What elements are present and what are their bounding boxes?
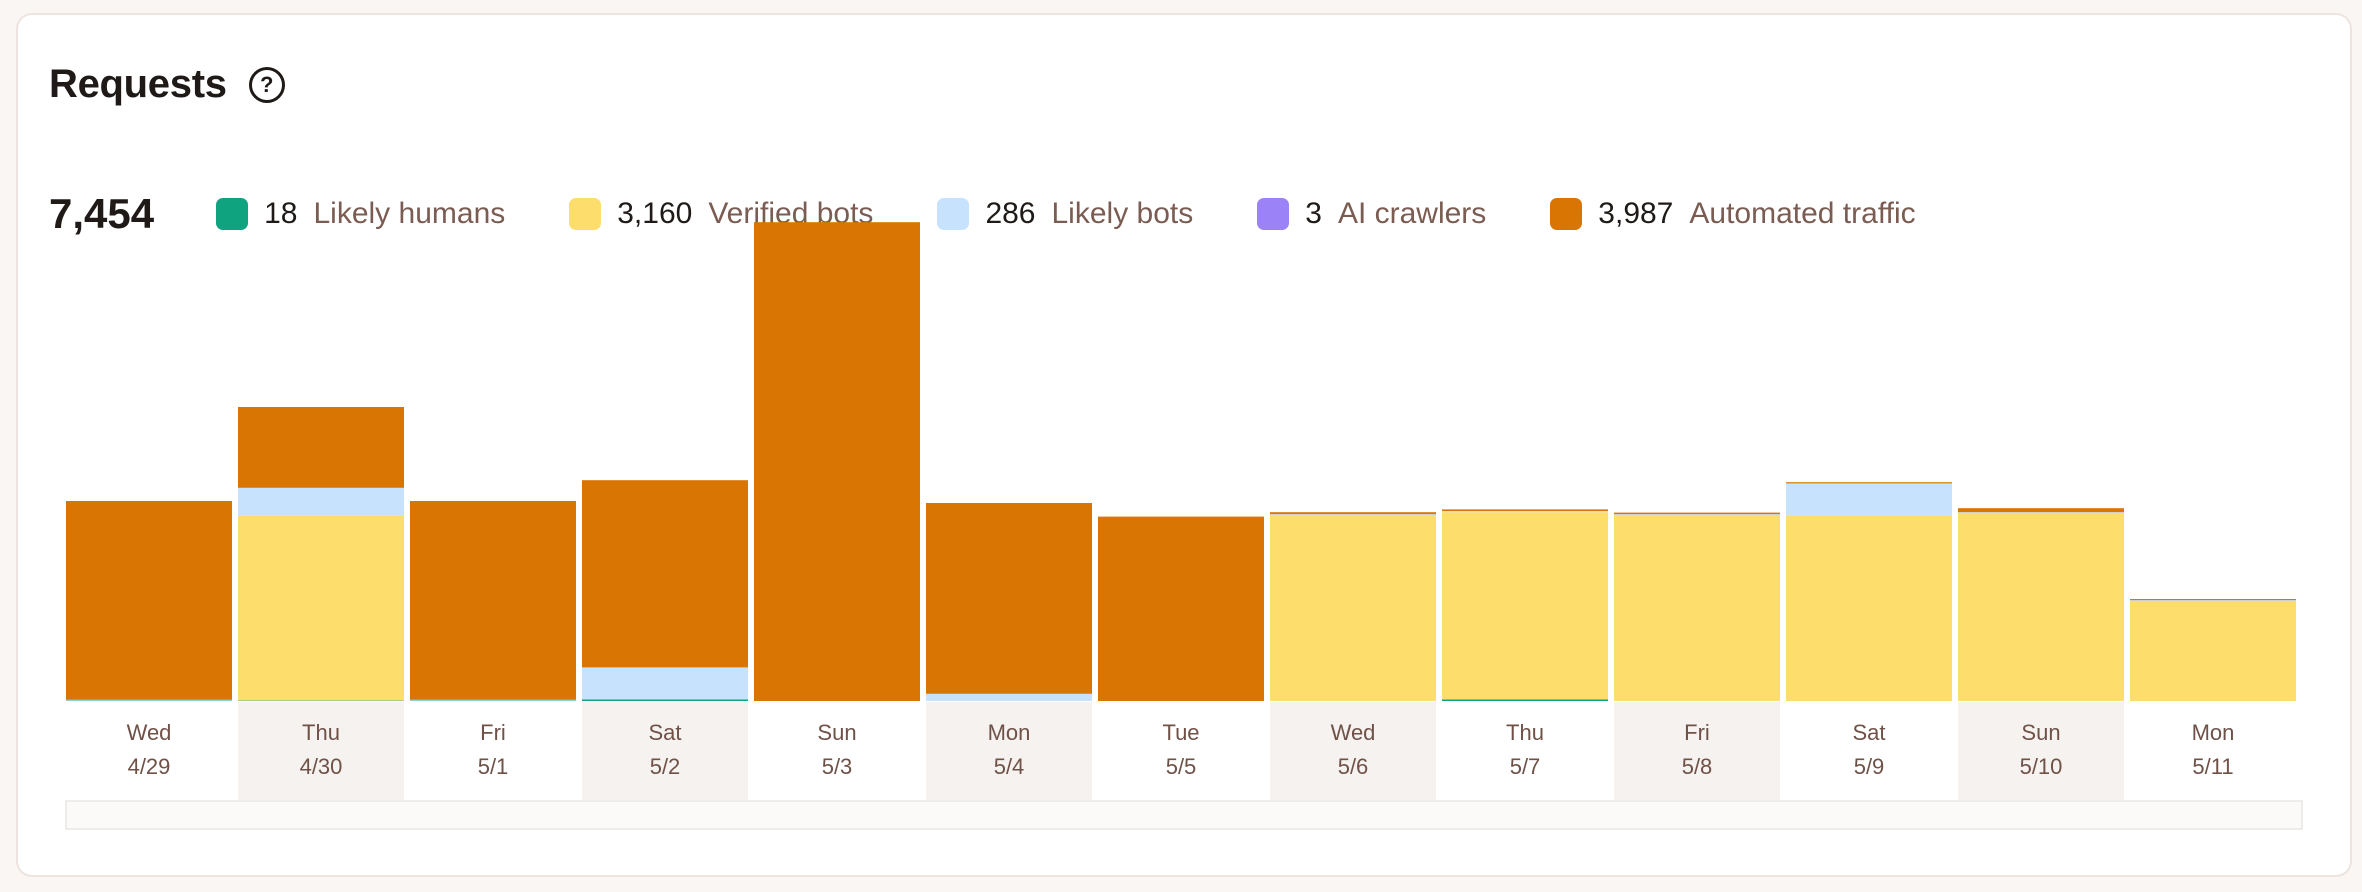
legend-label-automated-traffic: Automated traffic: [1689, 197, 1916, 230]
x-tick-date: 5/4: [994, 754, 1025, 779]
legend-count-verified-bots: 3,160: [617, 197, 693, 230]
bar-segment-likely-bots[interactable]: [1786, 483, 1952, 516]
bar-segment-likely-bots[interactable]: [1614, 514, 1780, 515]
bar-segment-automated-traffic[interactable]: [754, 222, 920, 701]
x-tick-day: Mon: [2192, 720, 2235, 745]
bar-segment-likely-humans[interactable]: [1442, 699, 1608, 701]
x-tick-day: Mon: [988, 720, 1031, 745]
chart-scroll-track[interactable]: [65, 800, 2303, 830]
x-tick-date: 5/2: [650, 754, 681, 779]
bar-segment-likely-bots[interactable]: [410, 699, 576, 701]
legend-label-humans: Likely humans: [313, 197, 506, 230]
legend-swatch-humans: [216, 198, 249, 230]
x-tick-day: Thu: [302, 720, 340, 745]
bar-segment-likely-bots[interactable]: [66, 699, 232, 701]
x-tick-day: Fri: [1684, 720, 1710, 745]
bar-segment-likely-bots[interactable]: [582, 667, 748, 700]
bar-segment-verified-bots[interactable]: [1442, 512, 1608, 700]
legend-label-ai-crawlers: AI crawlers: [1337, 197, 1487, 230]
day-label-background: [238, 702, 404, 800]
legend-item-humans[interactable]: 18 Likely humans: [216, 197, 505, 231]
bar-segment-automated-traffic[interactable]: [1614, 512, 1780, 515]
day-label-background: [1958, 702, 2124, 800]
legend-swatch-verified-bots: [569, 198, 602, 230]
legend-swatch-automated-traffic: [1550, 198, 1583, 230]
day-label-background: [582, 702, 748, 800]
x-tick-day: Wed: [127, 720, 172, 745]
x-tick-date: 5/6: [1338, 754, 1369, 779]
x-tick-day: Fri: [480, 720, 506, 745]
bar-segment-verified-bots[interactable]: [238, 515, 404, 701]
legend-swatch-ai-crawlers: [1257, 198, 1290, 230]
bar-segment-automated-traffic[interactable]: [1786, 482, 1952, 484]
legend-item-likely-bots[interactable]: 286 Likely bots: [937, 197, 1193, 231]
x-tick-date: 4/30: [300, 754, 343, 779]
stats-row: 7,454 18 Likely humans 3,160 Verified bo…: [49, 182, 1980, 246]
bar-segment-automated-traffic[interactable]: [410, 501, 576, 700]
x-tick-date: 5/8: [1682, 754, 1713, 779]
x-tick-day: Sun: [2021, 720, 2060, 745]
bar-segment-automated-traffic[interactable]: [1442, 509, 1608, 511]
legend-item-ai-crawlers[interactable]: 3 AI crawlers: [1257, 197, 1486, 231]
x-tick-day: Sat: [1852, 720, 1885, 745]
bar-segment-automated-traffic[interactable]: [1098, 516, 1264, 701]
day-label-background: [1614, 702, 1780, 800]
legend-count-ai-crawlers: 3: [1305, 197, 1322, 230]
total-count: 7,454: [49, 190, 155, 237]
bar-segment-likely-bots[interactable]: [238, 487, 404, 516]
bar-segment-automated-traffic[interactable]: [926, 503, 1092, 694]
day-label-background: [926, 702, 1092, 800]
bar-segment-likely-bots[interactable]: [1442, 511, 1608, 513]
x-tick-date: 5/7: [1510, 754, 1541, 779]
bar-segment-automated-traffic[interactable]: [66, 501, 232, 700]
legend-count-likely-bots: 286: [985, 197, 1036, 230]
card-title: Requests: [49, 62, 227, 106]
bar-segment-automated-traffic[interactable]: [582, 480, 748, 668]
bar-segment-verified-bots[interactable]: [1614, 515, 1780, 701]
x-tick-day: Wed: [1331, 720, 1376, 745]
bar-segment-verified-bots[interactable]: [1958, 513, 2124, 701]
bar-segment-likely-bots[interactable]: [2130, 600, 2296, 601]
bar-segment-likely-bots[interactable]: [1270, 514, 1436, 515]
x-tick-day: Thu: [1506, 720, 1544, 745]
bar-segment-automated-traffic[interactable]: [238, 407, 404, 488]
legend-swatch-likely-bots: [937, 198, 970, 230]
x-tick-day: Sat: [648, 720, 681, 745]
bar-segment-likely-humans[interactable]: [582, 699, 748, 701]
x-tick-date: 5/1: [478, 754, 509, 779]
legend-label-likely-bots: Likely bots: [1051, 197, 1194, 230]
x-tick-date: 5/9: [1854, 754, 1885, 779]
legend-count-humans: 18: [264, 197, 298, 230]
bar-segment-automated-traffic[interactable]: [1958, 508, 2124, 513]
bar-segment-verified-bots[interactable]: [1786, 515, 1952, 701]
day-label-background: [1270, 702, 1436, 800]
card-header: Requests ?: [49, 62, 285, 107]
x-tick-day: Tue: [1162, 720, 1199, 745]
bar-segment-verified-bots[interactable]: [2130, 601, 2296, 701]
x-tick-date: 5/11: [2192, 754, 2233, 779]
x-tick-date: 5/10: [2020, 754, 2063, 779]
legend-count-automated-traffic: 3,987: [1598, 197, 1674, 230]
bar-segment-verified-bots[interactable]: [1270, 515, 1436, 701]
x-tick-date: 5/3: [822, 754, 853, 779]
bar-segment-automated-traffic[interactable]: [1270, 512, 1436, 515]
x-tick-date: 5/5: [1166, 754, 1197, 779]
bar-segment-likely-bots[interactable]: [926, 693, 1092, 701]
x-tick-day: Sun: [817, 720, 856, 745]
bar-segment-automated-traffic[interactable]: [2130, 599, 2296, 601]
legend-item-automated-traffic[interactable]: 3,987 Automated traffic: [1550, 197, 1916, 231]
x-tick-date: 4/29: [128, 754, 171, 779]
bar-segment-likely-bots[interactable]: [1958, 512, 2124, 513]
question-circle-icon[interactable]: ?: [248, 66, 285, 103]
